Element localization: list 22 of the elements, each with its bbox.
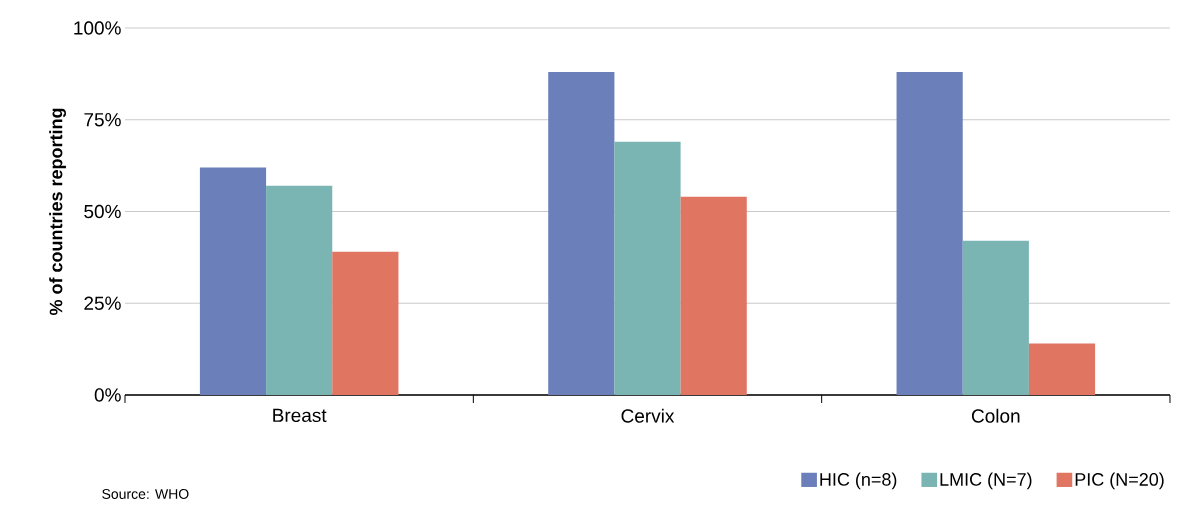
bar [680,196,747,395]
y-tick-label: 0% [94,388,121,402]
legend-label: PIC (N=20) [1075,472,1164,490]
y-tick-label: 100% [74,21,121,35]
bar [614,141,681,395]
source-note: Source: WHO [102,489,189,499]
legend-label: LMIC (N=7) [940,472,1032,490]
x-tick-label: Cervix [621,408,675,423]
y-tick-label: 75% [84,113,121,127]
bar [962,240,1029,395]
legend-label: HIC (n=8) [820,472,897,490]
y-tick-label: 50% [84,204,121,219]
bar [896,72,963,395]
bar [266,185,333,395]
y-tick-label: 25% [84,296,121,310]
x-tick-label: Colon [971,408,1020,423]
bar [199,167,267,395]
bar [1028,343,1096,395]
bar [332,251,399,395]
y-axis-title: % of countries reporting [49,108,67,316]
bar [548,72,615,395]
x-tick-label: Breast [273,408,327,423]
